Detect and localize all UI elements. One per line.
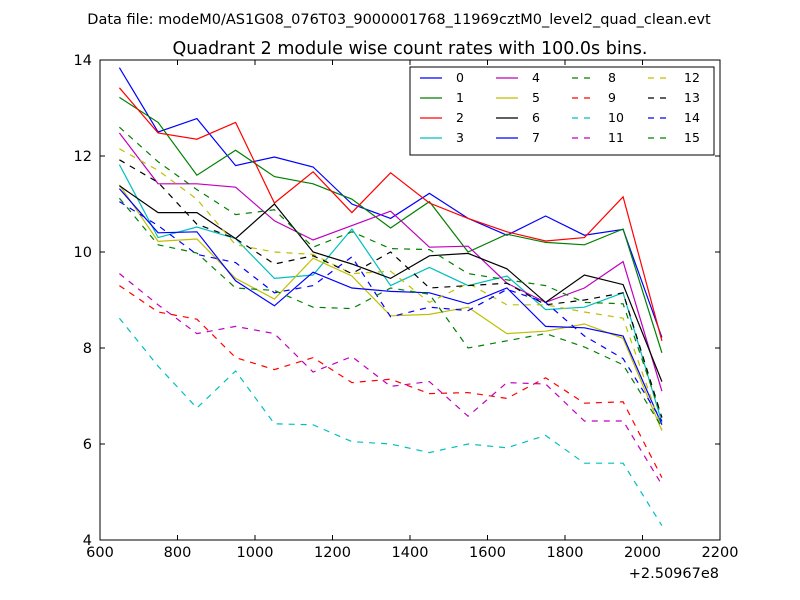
x-tick-label: 800 — [164, 545, 192, 561]
legend-label-9: 9 — [608, 90, 616, 105]
x-tick-label: 600 — [86, 545, 114, 561]
legend-label-11: 11 — [608, 130, 624, 145]
x-tick-label: 1200 — [314, 545, 351, 561]
legend-label-14: 14 — [684, 110, 700, 125]
legend-label-0: 0 — [456, 70, 464, 85]
series-line-12 — [119, 148, 663, 429]
series-lines — [118, 67, 663, 526]
legend-label-1: 1 — [456, 90, 464, 105]
x-axis-offset-label: +2.50967e8 — [629, 566, 719, 582]
legend-label-13: 13 — [684, 90, 700, 105]
x-tick-label: 2200 — [702, 545, 739, 561]
series-line-1 — [119, 96, 663, 353]
series-line-3 — [118, 164, 663, 423]
legend-box — [409, 66, 715, 156]
y-tick-label: 4 — [83, 533, 92, 549]
series-line-4 — [118, 132, 663, 392]
series-line-13 — [119, 159, 663, 418]
x-tick-label: 1600 — [469, 545, 506, 561]
legend-label-5: 5 — [532, 90, 540, 105]
legend-label-3: 3 — [456, 130, 464, 145]
legend-label-2: 2 — [456, 110, 464, 125]
legend-label-7: 7 — [532, 130, 540, 145]
legend-label-4: 4 — [532, 70, 540, 85]
legend-label-6: 6 — [532, 110, 540, 125]
y-tick-label: 6 — [83, 437, 92, 453]
chart-title: Quadrant 2 module wise count rates with … — [173, 39, 648, 59]
y-tick-label: 8 — [83, 341, 92, 357]
series-line-7 — [118, 188, 663, 426]
legend-label-8: 8 — [608, 70, 616, 85]
legend-label-12: 12 — [684, 70, 700, 85]
legend-label-10: 10 — [608, 110, 624, 125]
series-line-0 — [118, 67, 663, 338]
series-line-15 — [118, 197, 663, 428]
series-line-11 — [119, 273, 663, 486]
series-line-8 — [119, 126, 663, 418]
x-tick-label: 1800 — [547, 545, 584, 561]
y-tick-label: 10 — [74, 245, 92, 261]
y-tick-label: 14 — [74, 53, 92, 69]
data-file-label: Data file: modeM0/AS1G08_076T03_90000017… — [87, 12, 711, 28]
x-tick-label: 1400 — [392, 545, 429, 561]
series-line-14 — [119, 201, 663, 422]
series-line-6 — [119, 185, 663, 382]
x-tick-label: 1000 — [237, 545, 274, 561]
y-tick-label: 12 — [74, 149, 92, 165]
series-line-9 — [119, 285, 663, 478]
series-line-10 — [118, 317, 663, 526]
legend-label-15: 15 — [684, 130, 700, 145]
series-line-2 — [118, 87, 663, 341]
x-tick-label: 2000 — [624, 545, 661, 561]
axis-ticks: 600 800 1000 1200 1400 1600 1800 2000 2200468101… — [74, 53, 739, 561]
